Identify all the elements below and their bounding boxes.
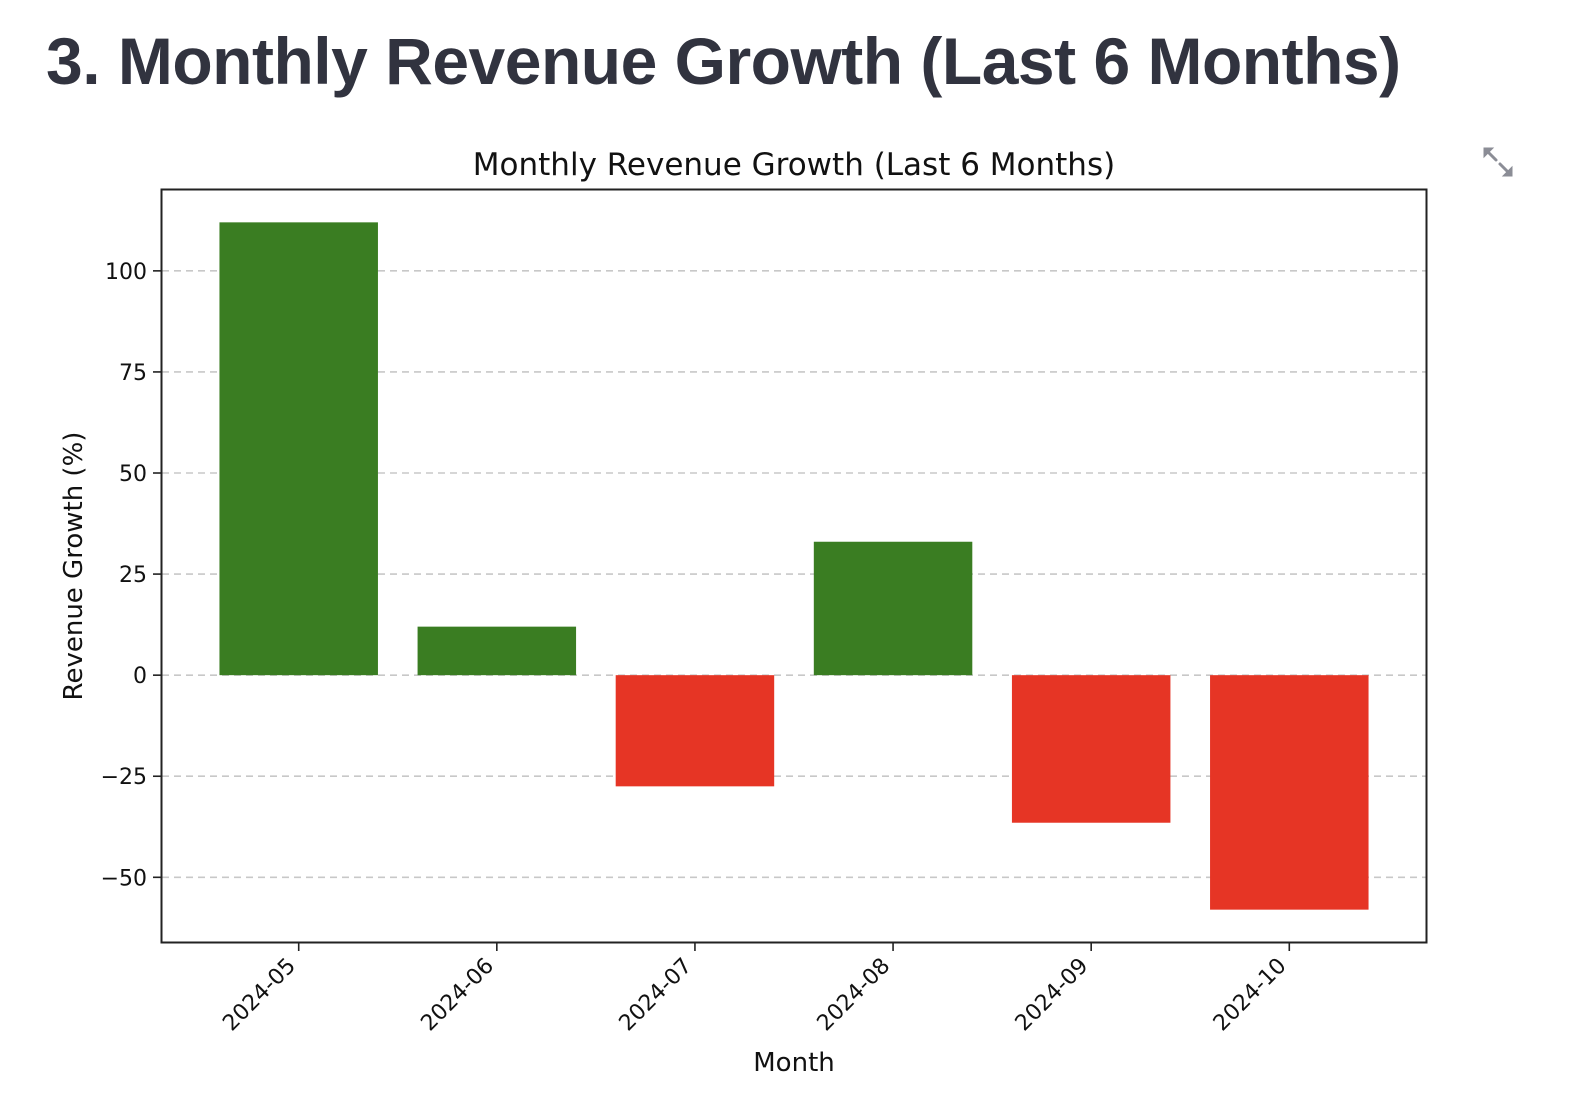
y-tick-label: −25 (101, 765, 147, 790)
y-tick-label: 0 (133, 664, 147, 689)
bars (219, 222, 1369, 910)
y-tick-label: 100 (105, 260, 147, 285)
bar-2024-09 (1011, 675, 1171, 823)
chart-title: Monthly Revenue Growth (Last 6 Months) (473, 147, 1115, 183)
bar-2024-08 (813, 541, 973, 676)
plot-frame (160, 188, 1428, 944)
x-ticks: 2024-05 2024-06 2024-07 2024-08 2024-09 2024-… (218, 942, 1292, 1037)
page-title: 3. Monthly Revenue Growth (Last 6 Months… (46, 24, 1401, 98)
bar-2024-07 (615, 675, 775, 787)
expand-icon[interactable] (1480, 144, 1516, 180)
y-axis-label: Revenue Growth (%) (59, 432, 89, 701)
x-tick-label: 2024-08 (813, 954, 896, 1037)
x-tick-label: 2024-07 (615, 954, 698, 1037)
x-axis-label: Month (753, 1048, 835, 1078)
x-tick-label: 2024-06 (416, 954, 499, 1037)
x-tick-label: 2024-09 (1011, 954, 1094, 1037)
bar-2024-06 (417, 626, 577, 676)
y-tick-label: 75 (119, 361, 147, 386)
y-tick-label: 25 (119, 563, 147, 588)
y-ticks: −50 −25 0 25 50 75 100 (101, 260, 162, 891)
y-tick-label: 50 (119, 462, 147, 487)
x-tick-label: 2024-05 (218, 954, 301, 1037)
bar-2024-10 (1210, 675, 1369, 910)
bar-2024-05 (219, 222, 378, 676)
x-tick-label: 2024-10 (1209, 954, 1292, 1037)
y-tick-label: −50 (101, 866, 147, 891)
